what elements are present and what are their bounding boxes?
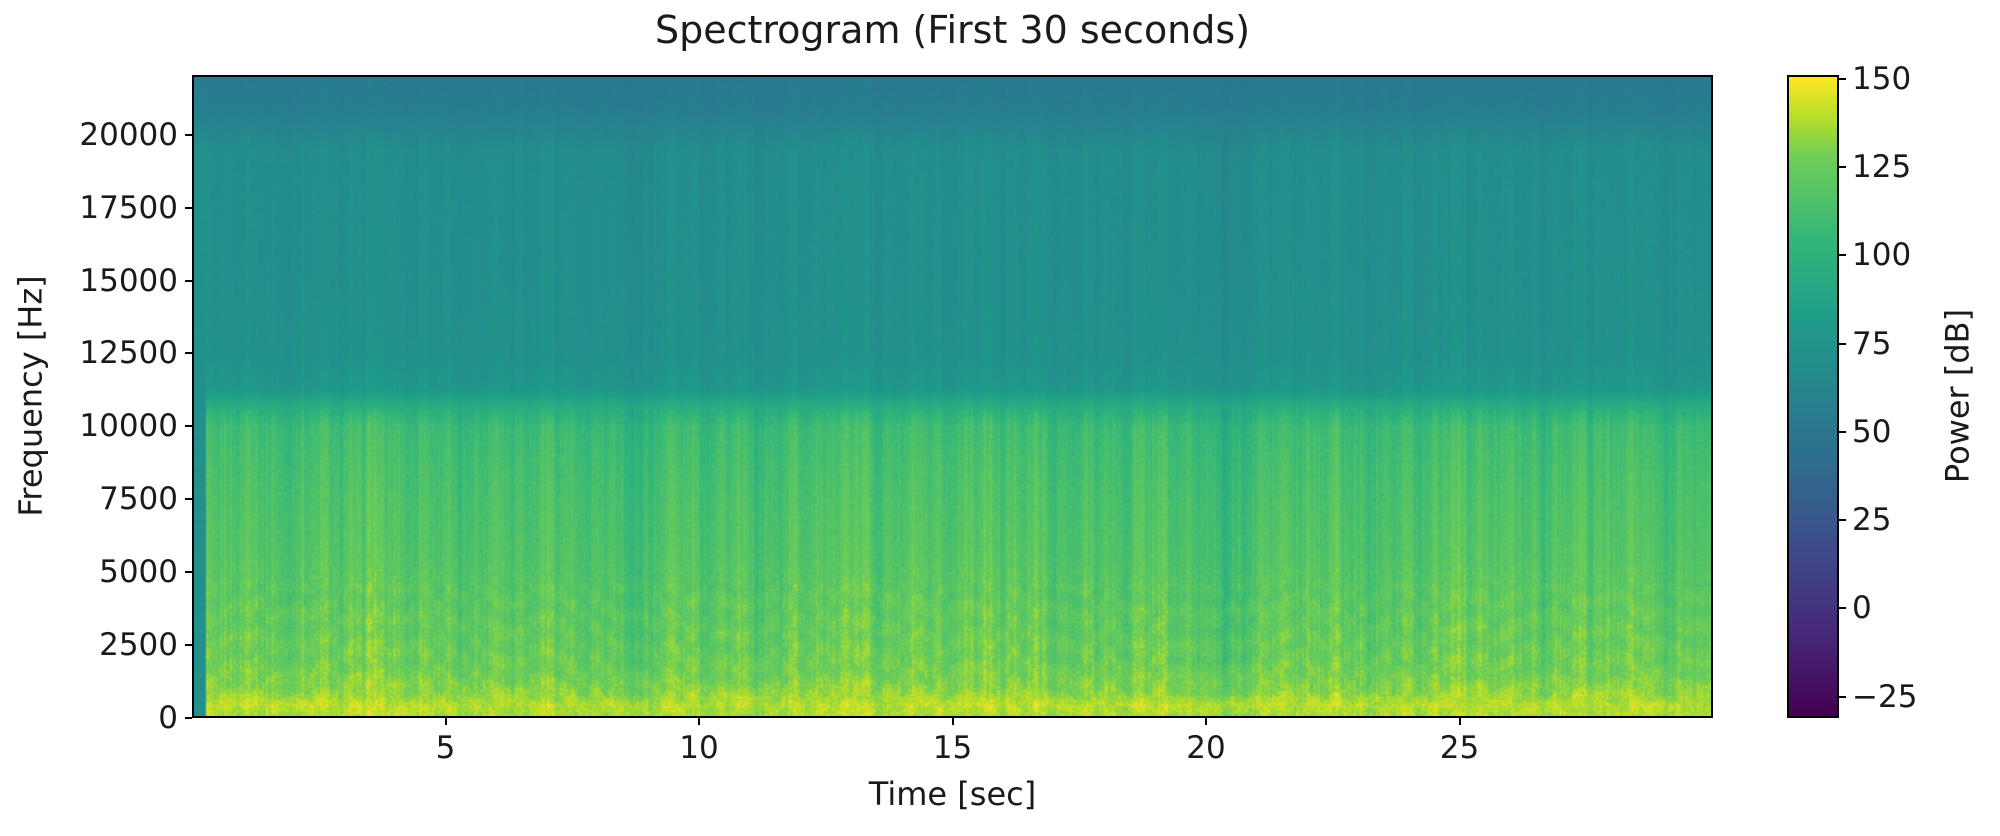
y-axis-label: Frequency [Hz]	[11, 275, 50, 517]
x-tick-mark	[698, 718, 700, 725]
chart-title: Spectrogram (First 30 seconds)	[654, 8, 1251, 52]
colorbar-tick-label: 25	[1852, 502, 1892, 539]
colorbar-tick-mark	[1839, 254, 1846, 257]
y-tick-mark	[185, 133, 192, 136]
colorbar-tick-mark	[1839, 430, 1846, 433]
y-tick-label: 15000	[79, 262, 178, 299]
colorbar-tick-mark	[1839, 342, 1846, 345]
colorbar-tick-mark	[1839, 695, 1846, 698]
colorbar-tick-mark	[1839, 165, 1846, 168]
y-tick-mark	[185, 498, 192, 501]
colorbar-tick-label: 0	[1852, 590, 1872, 627]
x-tick-mark	[444, 718, 447, 725]
y-tick-label: 12500	[79, 335, 178, 372]
colorbar-tick-mark	[1839, 607, 1846, 610]
colorbar-tick-label: 50	[1852, 413, 1892, 450]
colorbar-tick-label: 100	[1852, 237, 1912, 274]
y-tick-label: 20000	[79, 116, 178, 153]
colorbar-tick-mark	[1839, 519, 1846, 522]
colorbar	[1787, 75, 1839, 718]
y-tick-mark	[185, 717, 192, 719]
colorbar-gradient	[1789, 77, 1837, 716]
x-tick-mark	[951, 718, 954, 725]
x-tick-label: 25	[1439, 730, 1480, 766]
y-tick-mark	[185, 352, 192, 355]
y-tick-label: 0	[158, 700, 178, 736]
y-tick-label: 10000	[79, 408, 178, 445]
x-axis-label: Time [sec]	[868, 775, 1037, 813]
spectrogram-heatmap	[194, 77, 1711, 716]
colorbar-tick-mark	[1839, 77, 1846, 80]
y-tick-mark	[185, 206, 192, 209]
x-tick-label: 10	[679, 730, 719, 766]
y-tick-label: 17500	[79, 189, 178, 226]
y-tick-mark	[185, 644, 192, 647]
plot-area	[192, 75, 1713, 718]
colorbar-tick-label: −25	[1852, 678, 1918, 715]
x-tick-mark	[1458, 718, 1461, 725]
colorbar-tick-label: 75	[1852, 325, 1892, 362]
x-tick-label: 5	[435, 730, 456, 766]
y-tick-label: 2500	[99, 627, 178, 664]
y-tick-mark	[185, 571, 192, 574]
y-tick-label: 5000	[99, 554, 178, 591]
y-tick-mark	[185, 279, 192, 282]
y-tick-label: 7500	[99, 481, 178, 518]
colorbar-tick-label: 125	[1852, 148, 1912, 185]
x-tick-label: 15	[932, 730, 973, 766]
x-tick-label: 20	[1186, 730, 1226, 766]
x-tick-mark	[1205, 718, 1207, 725]
colorbar-tick-label: 150	[1852, 60, 1912, 97]
y-tick-mark	[185, 425, 192, 428]
